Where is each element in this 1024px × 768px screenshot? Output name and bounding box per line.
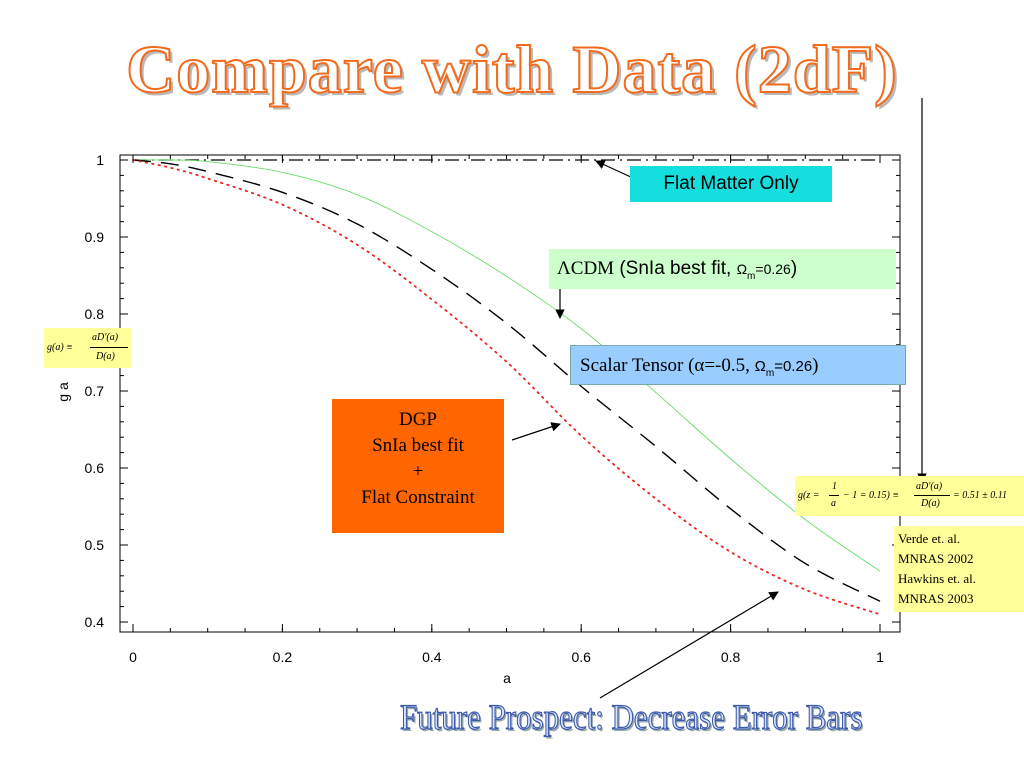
measurement-frac2-bar bbox=[914, 495, 950, 496]
references-box: Verde et. al. MNRAS 2002 Hawkins et. al.… bbox=[894, 526, 1024, 612]
scalar-close: ) bbox=[812, 355, 819, 376]
series-line-2 bbox=[132, 159, 881, 572]
x-tick-label: 0.6 bbox=[571, 649, 591, 665]
formula-lhs: g(a) ≡ bbox=[47, 342, 73, 353]
y-tick-label: 0.5 bbox=[85, 537, 105, 553]
future-prospect-caption: Future Prospect: Decrease Error Bars bbox=[399, 696, 863, 737]
lcdm-omega-sub: m bbox=[747, 270, 756, 282]
reference-line: Verde et. al. bbox=[898, 531, 961, 546]
measurement-frac1-den: a bbox=[831, 498, 836, 509]
reference-line: MNRAS 2003 bbox=[898, 591, 974, 606]
measurement-formula: g(z = 1 a − 1 = 0.15) ≡ aD′(a) D(a) = 0.… bbox=[795, 476, 1024, 516]
measurement-frac1-num: 1 bbox=[832, 481, 837, 492]
dgp-label: DGP SnIa best fit + Flat Constraint bbox=[332, 399, 504, 533]
scalar-omega-value: =0.26 bbox=[774, 358, 813, 375]
scalar-omega: Ω bbox=[754, 358, 766, 375]
flat-matter-arrow bbox=[595, 160, 634, 179]
measurement-frac2-den: D(a) bbox=[921, 498, 940, 509]
future-prospect-arrow bbox=[599, 591, 779, 699]
slide-title: Compare with Data (2dF) bbox=[125, 30, 898, 108]
lcdm-omega-value: =0.26 bbox=[755, 261, 791, 277]
y-tick-label: 0.9 bbox=[85, 229, 105, 245]
scalar-omega-sub: m bbox=[765, 367, 775, 379]
series-layer bbox=[132, 159, 881, 616]
y-tick-label: 0.4 bbox=[85, 614, 105, 630]
dgp-line: + bbox=[412, 461, 424, 482]
dgp-arrow bbox=[511, 422, 561, 441]
plot-frame bbox=[119, 154, 901, 633]
measurement-mid: − 1 = 0.15) ≡ bbox=[843, 490, 900, 501]
measurement-rhs: = 0.51 ± 0.11 bbox=[953, 490, 1007, 501]
y-tick-label: 0.8 bbox=[85, 306, 105, 322]
x-tick-label: 0.4 bbox=[422, 649, 442, 665]
formula-denominator: D(a) bbox=[96, 351, 115, 362]
lcdm-text: CDM bbox=[570, 258, 615, 279]
formula-fraction-bar bbox=[90, 347, 128, 348]
reference-line: Hawkins et. al. bbox=[898, 571, 976, 586]
x-axis-label: a bbox=[503, 670, 511, 686]
growth-definition-formula: g(a) ≡ aD′(a) D(a) bbox=[44, 328, 132, 368]
x-tick-label: 0 bbox=[129, 649, 137, 665]
lcdm-omega: Ω bbox=[736, 261, 748, 277]
lcdm-close: ) bbox=[790, 258, 798, 279]
flat-matter-label: Flat Matter Only bbox=[630, 166, 832, 202]
reference-line: MNRAS 2002 bbox=[898, 551, 974, 566]
y-tick-label: 0.6 bbox=[85, 460, 105, 476]
tick-layer: 0 0.2 0.4 0.6 0.8 1 0.4 0.5 0.6 0.7 0.8 0.9 1 bbox=[85, 152, 900, 665]
scalar-text: Scalar Tensor (α=-0.5, bbox=[580, 355, 755, 376]
formula-numerator: aD′(a) bbox=[92, 332, 119, 343]
measurement-lhs: g(z = bbox=[798, 490, 820, 501]
scalar-tensor-label: Scalar Tensor (α=-0.5, Ωm=0.26) bbox=[570, 345, 906, 385]
lambda-symbol: Λ bbox=[557, 258, 571, 279]
lcdm-paren: (SnIa best fit, bbox=[614, 258, 737, 279]
y-tick-label: 0.7 bbox=[85, 383, 105, 399]
measurement-frac1-bar bbox=[829, 495, 839, 496]
x-tick-label: 0.8 bbox=[721, 649, 741, 665]
y-axis-label: g a bbox=[55, 382, 71, 402]
x-tick-label: 1 bbox=[876, 649, 884, 665]
measurement-frac2-num: aD′(a) bbox=[916, 481, 943, 492]
lcdm-label: ΛCDM (SnIa best fit, Ωm=0.26) bbox=[549, 249, 896, 289]
dgp-line: DGP bbox=[398, 409, 437, 430]
dgp-line: Flat Constraint bbox=[361, 487, 475, 508]
x-tick-label: 0.2 bbox=[273, 649, 293, 665]
y-tick-label: 1 bbox=[96, 152, 104, 168]
dgp-line: SnIa best fit bbox=[372, 435, 464, 456]
series-line-4 bbox=[132, 159, 881, 616]
